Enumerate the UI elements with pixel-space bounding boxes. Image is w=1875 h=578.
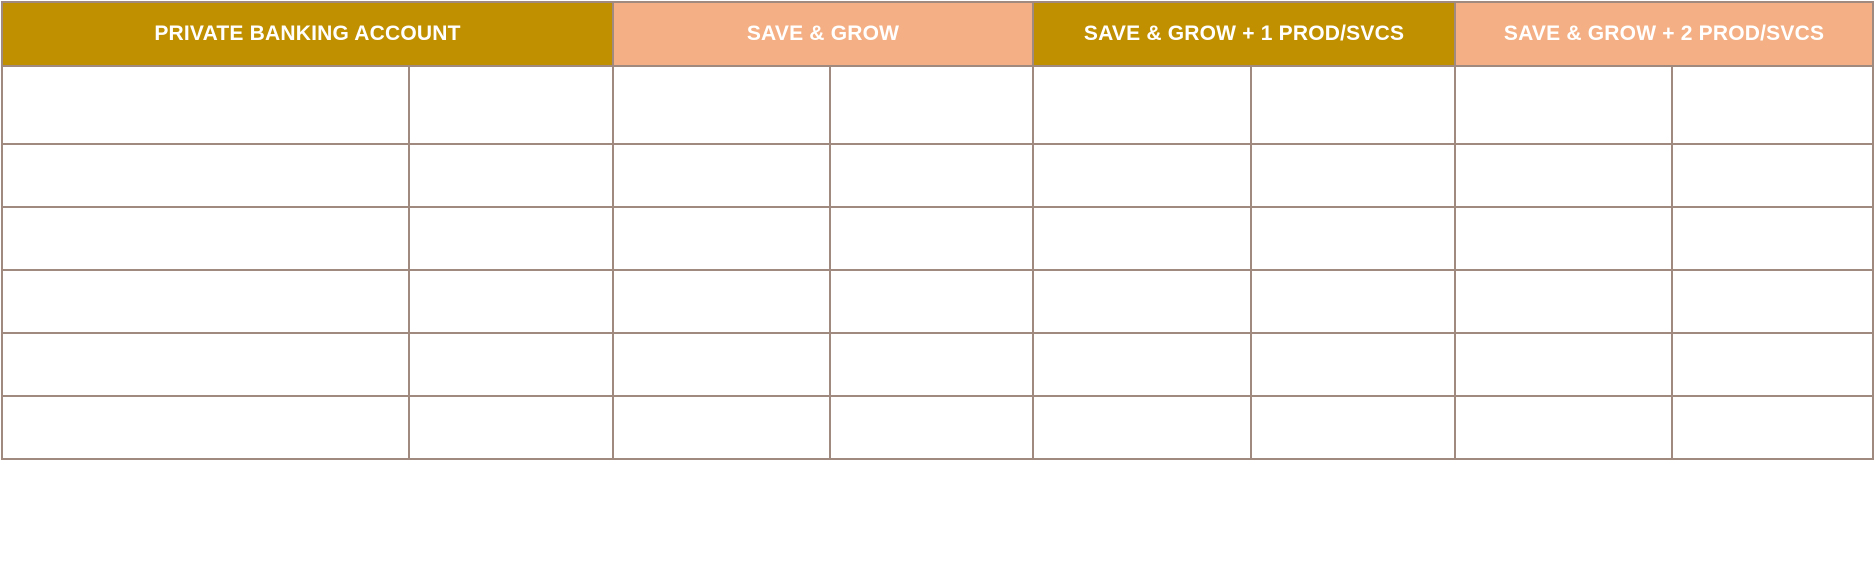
table-cell[interactable] <box>612 395 831 460</box>
table-cell[interactable] <box>1454 65 1674 145</box>
table-cell[interactable] <box>408 332 614 397</box>
table-cell[interactable] <box>408 269 614 334</box>
table-cell[interactable] <box>1032 143 1253 208</box>
table-cell[interactable] <box>1671 395 1875 460</box>
table-cell[interactable] <box>1032 269 1253 334</box>
table-cell[interactable] <box>1454 395 1674 460</box>
header-save-and-grow-plus-1[interactable]: SAVE & GROW + 1 PROD/SVCS <box>1032 1 1457 67</box>
table-cell[interactable] <box>1671 65 1875 145</box>
table-cell[interactable] <box>1671 206 1875 271</box>
table-cell[interactable] <box>1250 65 1457 145</box>
table-cell[interactable] <box>408 395 614 460</box>
table-cell[interactable] <box>828 65 1035 145</box>
table-cell[interactable] <box>1032 65 1253 145</box>
table-cell[interactable] <box>612 143 831 208</box>
table-cell[interactable] <box>612 269 831 334</box>
table-row <box>1 143 1875 208</box>
table-cell[interactable] <box>1250 395 1457 460</box>
table-cell[interactable] <box>1454 143 1674 208</box>
table-cell[interactable] <box>1250 143 1457 208</box>
table-cell[interactable] <box>1671 269 1875 334</box>
table-row <box>1 65 1875 145</box>
table-cell[interactable] <box>828 332 1035 397</box>
header-private-banking-account[interactable]: PRIVATE BANKING ACCOUNT <box>1 1 614 67</box>
table-cell[interactable] <box>1 65 410 145</box>
table-cell[interactable] <box>612 206 831 271</box>
table-cell[interactable] <box>1032 206 1253 271</box>
table-cell[interactable] <box>1454 206 1674 271</box>
table-row <box>1 269 1875 334</box>
table-cell[interactable] <box>612 332 831 397</box>
table-cell[interactable] <box>1671 332 1875 397</box>
table-cell[interactable] <box>612 65 831 145</box>
table-cell[interactable] <box>1032 332 1253 397</box>
table-cell[interactable] <box>1 269 410 334</box>
table-cell[interactable] <box>828 395 1035 460</box>
table-cell[interactable] <box>1250 332 1457 397</box>
table-cell[interactable] <box>1671 143 1875 208</box>
table-cell[interactable] <box>1 143 410 208</box>
table-cell[interactable] <box>1 395 410 460</box>
table-cell[interactable] <box>1 206 410 271</box>
table-cell[interactable] <box>408 65 614 145</box>
table-row <box>1 332 1875 397</box>
table-cell[interactable] <box>1032 395 1253 460</box>
table-cell[interactable] <box>408 143 614 208</box>
table-cell[interactable] <box>408 206 614 271</box>
table-cell[interactable] <box>1454 332 1674 397</box>
header-save-and-grow[interactable]: SAVE & GROW <box>611 1 1035 67</box>
table-cell[interactable] <box>828 269 1035 334</box>
table-cell[interactable] <box>1454 269 1674 334</box>
table-cell[interactable] <box>1250 269 1457 334</box>
comparison-table: PRIVATE BANKING ACCOUNT SAVE & GROW SAVE… <box>1 1 1875 460</box>
header-row: PRIVATE BANKING ACCOUNT SAVE & GROW SAVE… <box>1 1 1875 67</box>
table-cell[interactable] <box>828 143 1035 208</box>
header-save-and-grow-plus-2[interactable]: SAVE & GROW + 2 PROD/SVCS <box>1454 1 1875 67</box>
table-row <box>1 206 1875 271</box>
table-cell[interactable] <box>1250 206 1457 271</box>
table-cell[interactable] <box>1 332 410 397</box>
table-cell[interactable] <box>828 206 1035 271</box>
table-row <box>1 395 1875 460</box>
